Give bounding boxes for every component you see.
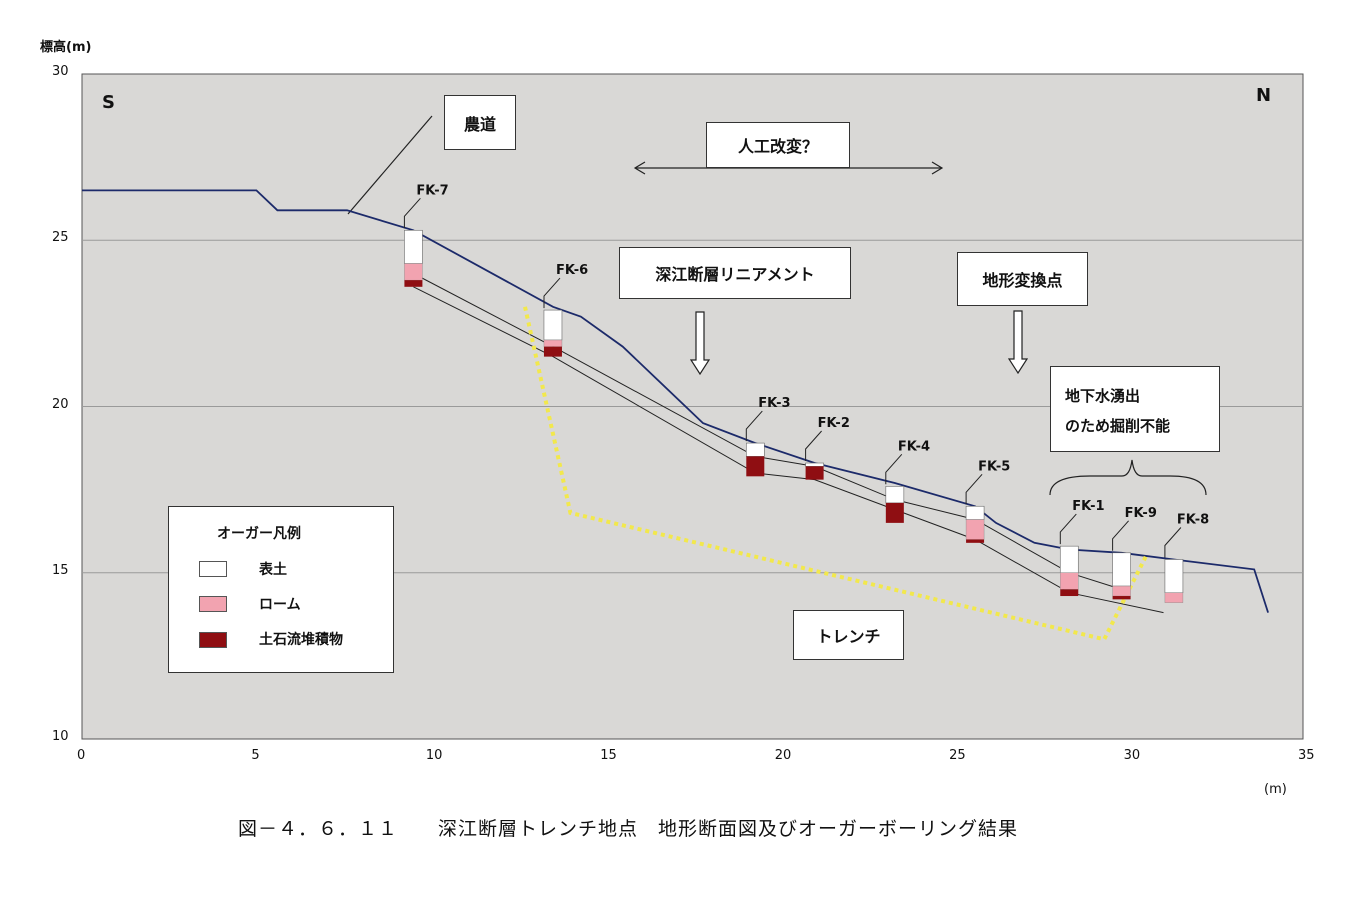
- y-axis-label: 標高(m): [40, 40, 92, 55]
- groundwater-line-2: のため掘削不能: [1065, 417, 1171, 435]
- y-tick-15: 15: [52, 562, 69, 578]
- trench-box: トレンチ: [793, 610, 904, 660]
- borehole-fk-9-topsoil: [1112, 552, 1131, 587]
- borehole-fk-7-debris: [404, 280, 423, 287]
- borehole-fk-1-label: FK-1: [1072, 499, 1104, 514]
- lineament-box: 深江断層リニアメント: [619, 247, 851, 299]
- inflection-down-arrow: [1007, 310, 1029, 375]
- groundwater-brace: [1049, 459, 1207, 496]
- x-tick-30: 30: [1123, 748, 1141, 763]
- legend-label-debris: 土石流堆積物: [259, 632, 343, 648]
- series-ground-surface: [82, 189, 1269, 613]
- y-tick-20: 20: [52, 396, 69, 412]
- borehole-fk-1-loam: [1060, 572, 1079, 590]
- legend: オーガー凡例 表土 ローム 土石流堆積物: [168, 506, 394, 673]
- series-layer-boundary-1: [413, 273, 1122, 590]
- borehole-fk-1-debris: [1060, 589, 1079, 597]
- artificial-change-box: 人工改変？: [706, 122, 850, 168]
- borehole-fk-6-topsoil: [543, 309, 563, 341]
- borehole-fk-1-topsoil: [1059, 545, 1079, 574]
- borehole-fk-9-debris: [1112, 596, 1131, 600]
- y-tick-30: 30: [52, 64, 69, 79]
- borehole-fk-2-topsoil: [805, 462, 824, 467]
- borehole-fk-8-topsoil: [1164, 559, 1184, 594]
- x-tick-20: 20: [774, 748, 792, 763]
- borehole-fk-6-loam: [543, 339, 563, 347]
- x-tick-35: 35: [1298, 748, 1315, 763]
- x-tick-15: 15: [600, 748, 617, 763]
- borehole-fk-7-loam: [404, 263, 423, 281]
- farm-road-leader: [347, 115, 433, 215]
- borehole-fk-8-leader: [1164, 527, 1182, 558]
- groundwater-line-1: 地下水湧出: [1065, 387, 1141, 405]
- borehole-fk-3-leader: [745, 410, 763, 442]
- borehole-fk-3-debris: [746, 456, 765, 477]
- x-tick-0: 0: [77, 748, 86, 763]
- legend-swatch-debris: [199, 632, 227, 648]
- artificial-range-arrow-right: [931, 161, 944, 175]
- x-tick-5: 5: [251, 748, 260, 763]
- north-label: N: [1256, 85, 1272, 106]
- borehole-fk-4-leader: [885, 453, 903, 485]
- groundwater-note: 地下水湧出 のため掘削不能: [1050, 366, 1220, 452]
- borehole-fk-2-label: FK-2: [818, 416, 850, 431]
- y-tick-10: 10: [52, 729, 69, 744]
- borehole-fk-6-leader: [543, 277, 561, 309]
- annotation-arrows: [347, 115, 1207, 496]
- borehole-fk-5-loam: [965, 519, 985, 540]
- borehole-fk-5-debris: [966, 539, 985, 543]
- legend-swatch-loam: [199, 596, 227, 612]
- series-trench-outline: [523, 306, 1148, 642]
- borehole-fk-1-leader: [1059, 513, 1077, 545]
- legend-swatch-topsoil: [199, 561, 227, 577]
- borehole-fk-7-topsoil: [404, 229, 423, 264]
- figure-caption: 図－４．６．１１ 深江断層トレンチ地点 地形断面図及びオーガーボーリング結果: [238, 818, 1019, 840]
- borehole-fk-6-label: FK-6: [556, 263, 588, 278]
- borehole-fk-9-loam: [1112, 585, 1131, 597]
- borehole-fk-5-leader: [965, 473, 983, 505]
- borehole-fk-8-loam: [1164, 592, 1184, 603]
- legend-label-topsoil: 表土: [259, 562, 287, 578]
- borehole-fk-7-leader: [403, 197, 421, 229]
- farm-road-box: 農道: [444, 95, 516, 150]
- borehole-fk-5-label: FK-5: [978, 459, 1010, 474]
- borehole-fk-9-label: FK-9: [1125, 506, 1157, 521]
- artificial-range-arrow-left: [633, 161, 646, 175]
- legend-label-loam: ローム: [259, 597, 301, 613]
- boreholes-layer: FK-7 FK-6 FK-3 FK-2 FK-4 FK-5 FK-1 FK-9 FK-8: [403, 183, 1209, 603]
- borehole-fk-3-label: FK-3: [758, 396, 790, 411]
- x-axis-unit: (m): [1264, 782, 1287, 797]
- south-label: S: [102, 92, 115, 113]
- series-layer: [82, 189, 1269, 642]
- borehole-fk-9-leader: [1112, 520, 1129, 551]
- borehole-fk-4-label: FK-4: [898, 439, 930, 454]
- series-layer-boundary-2: [413, 286, 1164, 614]
- x-tick-10: 10: [425, 748, 443, 763]
- borehole-fk-4-debris: [885, 502, 904, 523]
- borehole-fk-8-label: FK-8: [1177, 512, 1209, 527]
- borehole-fk-3-topsoil: [745, 442, 765, 457]
- lineament-down-arrow: [689, 311, 711, 376]
- legend-title: オーガー凡例: [217, 526, 301, 542]
- borehole-fk-2-debris: [805, 466, 824, 480]
- borehole-fk-7-label: FK-7: [416, 183, 448, 198]
- borehole-fk-4-topsoil: [885, 485, 905, 504]
- inflection-point-box: 地形変換点: [957, 252, 1088, 306]
- borehole-fk-6-debris: [543, 346, 562, 357]
- borehole-fk-2-leader: [805, 430, 822, 461]
- x-tick-25: 25: [949, 748, 966, 763]
- borehole-fk-5-topsoil: [965, 505, 985, 520]
- y-tick-25: 25: [52, 230, 69, 246]
